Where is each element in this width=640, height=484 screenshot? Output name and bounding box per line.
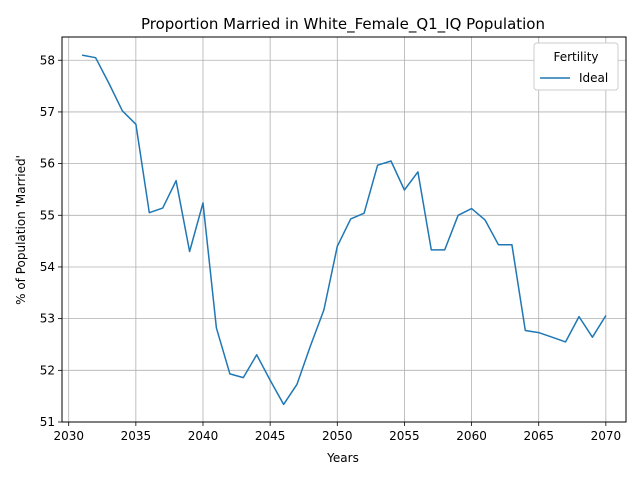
y-tick-label: 52 [40, 363, 55, 377]
y-tick-label: 57 [40, 105, 55, 119]
y-axis-label: % of Population 'Married' [14, 155, 28, 305]
legend-title: Fertility [553, 50, 598, 64]
legend-label: Ideal [579, 71, 608, 85]
x-tick-label: 2040 [188, 429, 219, 443]
x-axis-label: Years [326, 451, 359, 465]
y-tick-label: 51 [40, 415, 55, 429]
x-tick-label: 2055 [389, 429, 420, 443]
plot-area-frame [61, 36, 627, 423]
y-tick-label: 54 [40, 260, 55, 274]
x-tick-label: 2070 [591, 429, 622, 443]
x-tick-label: 2045 [255, 429, 286, 443]
y-tick-label: 53 [40, 312, 55, 326]
legend: Fertility Ideal [533, 42, 619, 91]
y-tick-label: 55 [40, 208, 55, 222]
x-tick-label: 2035 [121, 429, 152, 443]
x-tick-label: 2060 [456, 429, 487, 443]
x-tick-label: 2065 [523, 429, 554, 443]
y-tick-label: 58 [40, 53, 55, 67]
chart-title: Proportion Married in White_Female_Q1_IQ… [141, 15, 545, 34]
x-tick-label: 2050 [322, 429, 353, 443]
y-axis-ticks: 51 52 53 54 55 56 57 58 [40, 53, 62, 429]
series-line-ideal [81, 54, 607, 406]
x-axis-ticks: 2030 2035 2040 2045 2050 2055 2060 2065 2070 [53, 422, 621, 443]
y-tick-label: 56 [40, 157, 55, 171]
series-lines [81, 54, 607, 406]
x-tick-label: 2030 [53, 429, 84, 443]
